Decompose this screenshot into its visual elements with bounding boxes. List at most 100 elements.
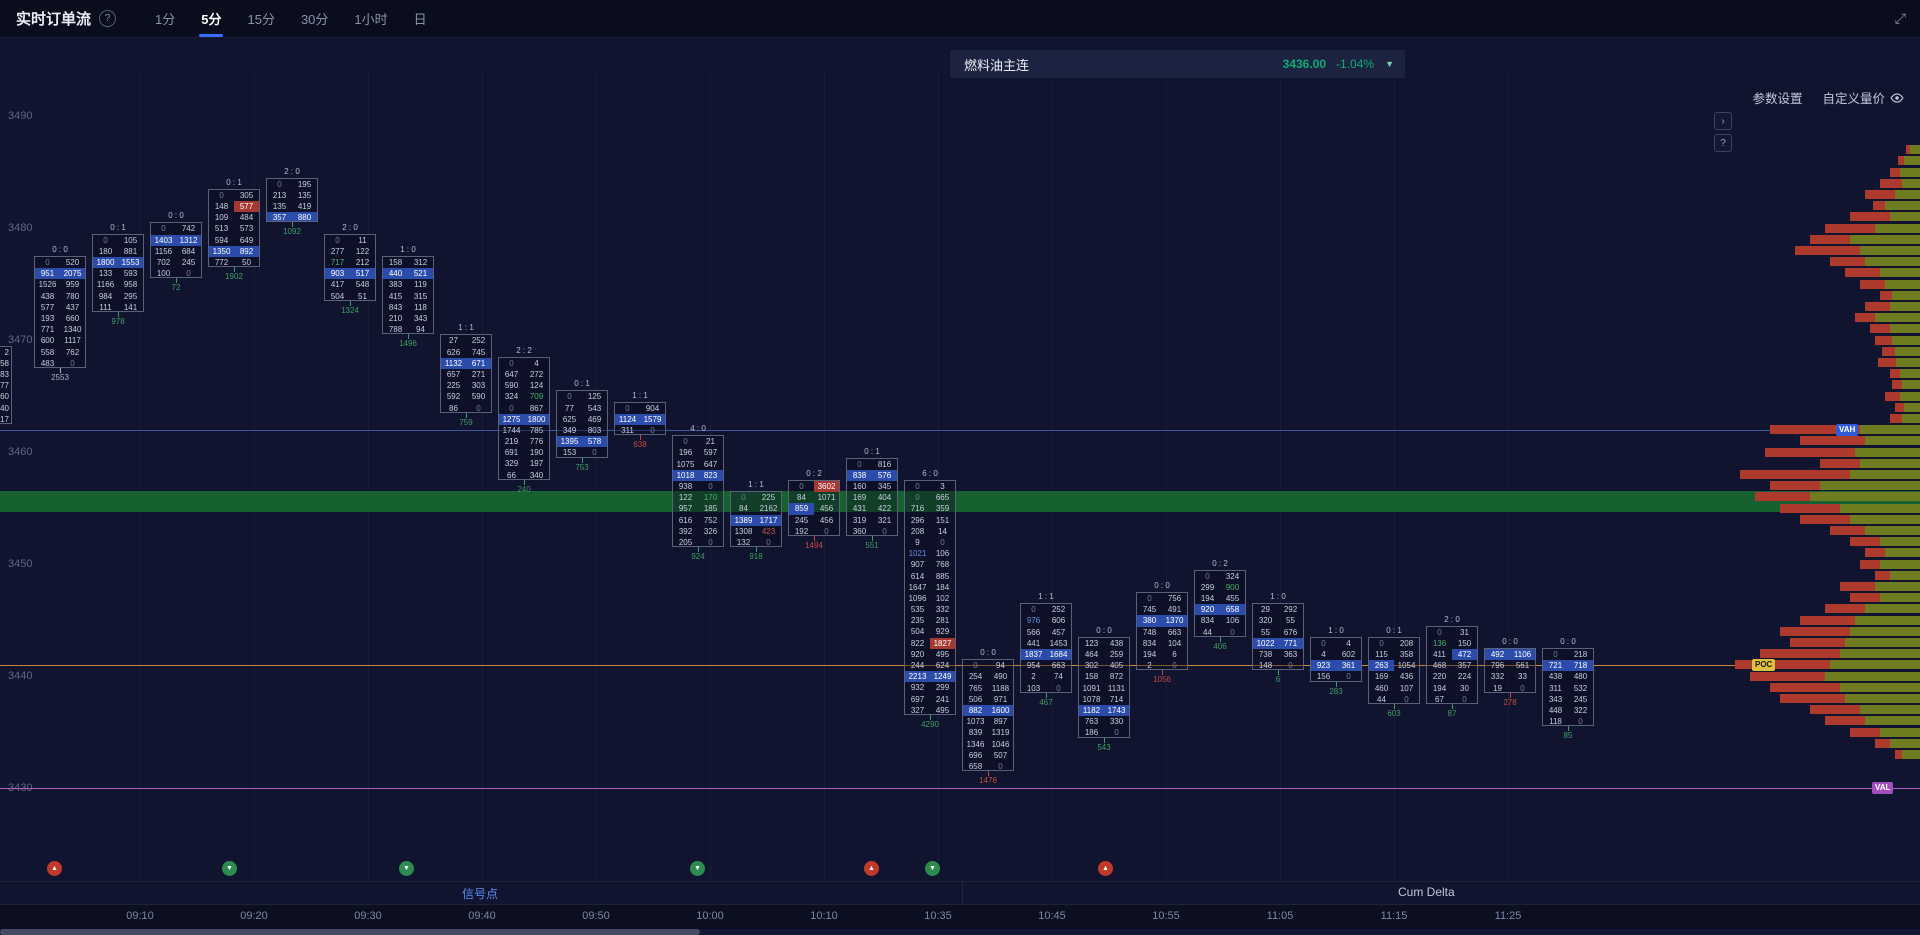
volume-profile-bar — [1892, 380, 1920, 390]
volume-profile-bar — [1810, 705, 1920, 715]
time-axis-label: 10:10 — [810, 910, 838, 922]
volume-profile-bar — [1770, 682, 1920, 692]
footprint-cluster: 0 31 136 150 411 472 468 357 220 224 194 30 67 0 — [1426, 625, 1478, 704]
volume-profile-bar — [1850, 537, 1920, 547]
volume-profile-bar — [1895, 749, 1920, 759]
signal-marker-up: ▲ — [1098, 861, 1113, 876]
cluster-header: 1 : 0 — [400, 245, 416, 254]
volume-profile-bar — [1780, 693, 1920, 703]
time-axis-label: 11:15 — [1380, 910, 1408, 922]
value-area-band — [0, 491, 1920, 513]
volume-profile-bar — [1860, 279, 1920, 289]
volume-profile-bar — [1770, 425, 1920, 435]
footprint-cluster: 0 816 838 576 160 345 169 404 431 422 319 321 360 0 — [846, 457, 898, 536]
custom-volume-button[interactable]: 自定义量价 — [1822, 88, 1904, 107]
tab-1分[interactable]: 1分 — [155, 12, 176, 27]
footprint-cluster: 0 11 277 122 717 212 903 517 417 548 504 51 — [324, 233, 376, 301]
volume-profile-bar — [1735, 660, 1920, 670]
tab-5分[interactable]: 5分 — [188, 0, 234, 37]
tab-15分[interactable]: 15分 — [247, 12, 275, 27]
time-axis-label: 09:30 — [354, 910, 382, 922]
tab-1小时[interactable]: 1小时 — [354, 12, 388, 27]
cluster-wick — [466, 412, 467, 418]
settings-button[interactable]: 参数设置 — [1752, 88, 1802, 107]
time-axis-label: 09:10 — [126, 910, 154, 922]
volume-profile-bar — [1825, 223, 1920, 233]
volume-profile-bar — [1882, 346, 1920, 356]
footprint-cluster: 0 125 77 543 625 469 349 803 1395 578 153 0 — [556, 390, 608, 458]
collapse-panel-button[interactable]: › — [1714, 112, 1732, 130]
cluster-header: 0 : 0 — [1154, 581, 1170, 590]
footprint-cluster: 29 292 320 55 55 676 1022 771 738 363 148 0 — [1252, 603, 1304, 671]
horizontal-scrollbar-thumb[interactable] — [0, 929, 700, 935]
cluster-delta: 753 — [575, 462, 589, 472]
cluster-header: 1 : 0 — [1328, 625, 1344, 635]
price-axis-label: 3440 — [8, 670, 33, 682]
time-gridline — [1052, 70, 1053, 880]
cluster-delta: 85 — [1563, 731, 1573, 741]
time-gridline — [1508, 70, 1509, 880]
cluster-header: 0 : 0 — [168, 211, 184, 221]
help-icon[interactable]: ? — [99, 10, 117, 27]
volume-profile-bar — [1890, 167, 1920, 177]
cluster-header: 0 : 0 — [1096, 625, 1112, 635]
volume-profile-bar — [1795, 245, 1920, 255]
cluster-header: 2 : 0 — [342, 222, 358, 232]
signal-marker-down: ▼ — [222, 861, 237, 876]
footprint-cluster: 123 438 464 259 302 405 158 872 1091 1131 1078 714 1… — [1078, 636, 1130, 738]
cluster-wick — [1510, 692, 1511, 698]
volume-profile-bar — [1825, 716, 1920, 726]
cluster-header: 6 : 0 — [922, 469, 938, 478]
cluster-wick — [292, 222, 293, 228]
cluster-wick — [1220, 636, 1221, 642]
time-axis-label: 11:05 — [1266, 910, 1294, 922]
footprint-cluster: 0 756 745 491 380 1370 748 663 834 104 194 6 2 0 — [1136, 592, 1188, 671]
cluster-header: 0 : 1 — [1386, 625, 1402, 635]
volume-profile-bar — [1800, 615, 1920, 625]
eye-icon — [1890, 92, 1904, 103]
instrument-selector[interactable]: 燃料油主连 3436.00 -1.04% ▼ — [950, 50, 1405, 78]
volume-profile-bar — [1885, 391, 1920, 401]
expand-icon[interactable]: ⤢ — [1894, 10, 1906, 26]
tab-日[interactable]: 日 — [413, 12, 427, 27]
tab-30分[interactable]: 30分 — [300, 12, 329, 27]
price-axis-label: 3490 — [8, 110, 33, 122]
volume-profile-bar — [1870, 324, 1920, 334]
footprint-cluster: 0 4 4 602 923 361 156 0 — [1310, 636, 1362, 682]
cluster-delta: 603 — [1387, 709, 1401, 718]
top-toolbar: 实时订单流 ? 1分 5分 15分 30分 1小时 日 ⤢ — [0, 0, 1920, 38]
cluster-wick — [1104, 737, 1105, 743]
volume-profile-bar — [1810, 234, 1920, 244]
instrument-price: 3436.00 — [1282, 57, 1327, 71]
horizontal-scrollbar-track[interactable] — [0, 929, 1920, 935]
volume-profile-bar — [1800, 436, 1920, 446]
footprint-cluster: 0 195 213 135 135 419 357 880 — [266, 177, 318, 223]
footprint-cluster: 0 94 254 490 765 1188 506 971 882 1600 1073 897 839 1… — [962, 659, 1014, 772]
cluster-delta: 283 — [1329, 686, 1343, 696]
footprint-cluster: 0 21 196 597 1075 647 1018 823 938 0 122 170 957 185 6… — [672, 435, 724, 548]
signal-marker-up: ▲ — [864, 861, 879, 876]
volume-profile-bar — [1850, 727, 1920, 737]
cluster-delta: 1902 — [225, 272, 243, 282]
cluster-wick — [1278, 670, 1279, 676]
panel-help-button[interactable]: ? — [1714, 134, 1732, 152]
volume-profile-bar — [1765, 447, 1920, 457]
cluster-wick — [988, 771, 989, 777]
cluster-delta: 72 — [171, 283, 181, 293]
level-tag-poc: POC — [1752, 658, 1776, 671]
price-axis-label: 3480 — [8, 222, 33, 234]
volume-profile-bar — [1850, 593, 1920, 603]
cluster-delta: 1476 — [979, 776, 997, 786]
time-axis-label: 09:20 — [240, 910, 268, 922]
signal-marker-down: ▼ — [925, 861, 940, 876]
time-gridline — [368, 70, 369, 880]
cluster-wick — [872, 536, 873, 541]
cluster-delta: 6 — [1275, 675, 1281, 685]
cluster-wick — [1394, 704, 1395, 709]
cluster-delta: 1056 — [1153, 675, 1171, 685]
cluster-delta: 1324 — [341, 305, 359, 315]
volume-profile-bar — [1875, 570, 1920, 580]
cluster-delta: 978 — [111, 317, 125, 326]
volume-profile-bar — [1740, 469, 1920, 479]
